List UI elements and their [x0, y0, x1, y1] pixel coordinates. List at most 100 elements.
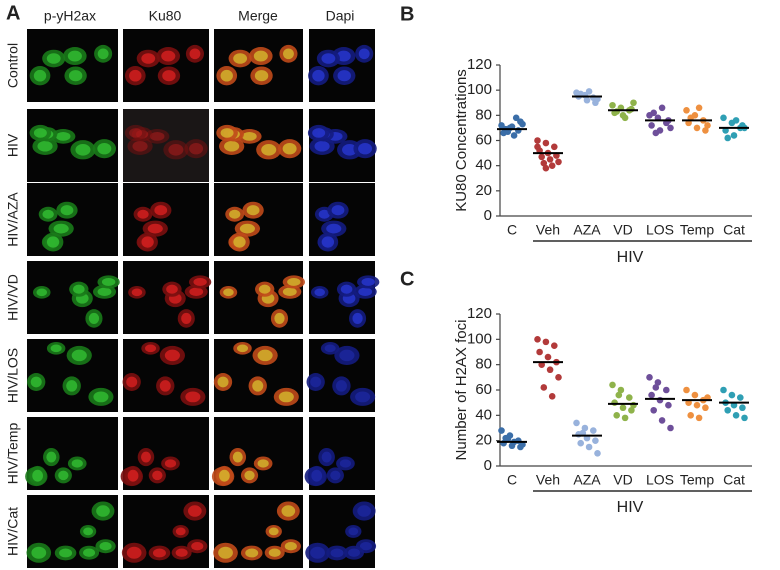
nucleus [336, 456, 355, 471]
nucleus-core [357, 505, 371, 517]
data-point [724, 406, 731, 414]
nucleus-core [181, 312, 192, 325]
nucleus-core [220, 128, 234, 138]
nucleus-core [59, 548, 73, 558]
nucleus-core [152, 470, 163, 481]
data-point [585, 88, 593, 95]
micrograph [308, 29, 375, 102]
micrograph [26, 495, 118, 568]
nucleus-core [50, 344, 62, 353]
nucleus-core [352, 312, 363, 325]
nucleus [345, 524, 362, 538]
micrograph [27, 339, 118, 412]
column-header: Merge [238, 8, 278, 24]
y-tick-label: 0 [484, 457, 492, 474]
nucleus-core [75, 144, 91, 156]
nucleus-core [252, 380, 264, 392]
group-label: HIV [617, 499, 644, 516]
y-tick-label: 80 [475, 356, 492, 373]
nucleus-core [126, 376, 138, 388]
data-point [534, 336, 541, 343]
nucleus [332, 376, 351, 396]
nucleus-core [164, 459, 177, 468]
nucleus-core [331, 205, 345, 216]
nucleus-core [31, 546, 47, 559]
nucleus-core [53, 223, 69, 234]
nucleus-core [223, 288, 234, 297]
nucleus-core [283, 48, 294, 60]
nucleus-core [166, 284, 178, 294]
nucleus-core [219, 469, 230, 482]
nucleus-core [218, 546, 233, 559]
nucleus-core [141, 451, 151, 463]
y-tick-label: 60 [475, 381, 492, 398]
row-label: HIV/VD [5, 274, 21, 321]
nucleus-core [55, 131, 71, 141]
nucleus-core [33, 69, 47, 82]
nucleus-core [330, 470, 341, 481]
x-tick-label: Veh [536, 222, 560, 238]
nucleus-core [71, 349, 87, 362]
data-point [667, 124, 674, 132]
data-point [737, 394, 744, 401]
data-point [730, 132, 738, 139]
data-point [621, 414, 629, 422]
nucleus-core [361, 278, 375, 286]
data-point [702, 404, 709, 412]
nucleus-core [127, 469, 139, 482]
data-point [619, 404, 627, 412]
data-point [741, 414, 748, 422]
nucleus-core [96, 505, 110, 517]
nucleus-core [258, 284, 271, 294]
y-axis-label: Number of H2AX foci [453, 320, 470, 461]
nucleus-core [189, 48, 201, 60]
nucleus-core [168, 144, 184, 156]
y-tick-label: 100 [467, 81, 492, 98]
x-tick-label: C [507, 222, 517, 238]
nucleus [184, 139, 208, 159]
data-point [592, 437, 599, 444]
data-point [617, 386, 625, 394]
data-point [658, 417, 666, 424]
nucleus-core [46, 53, 61, 64]
column-header: Ku80 [149, 8, 182, 24]
data-point [512, 114, 520, 122]
image-background [27, 183, 118, 256]
nucleus-core [46, 236, 60, 248]
image-background [309, 29, 375, 102]
nucleus-core [137, 209, 149, 219]
micrograph [309, 261, 380, 334]
x-tick-label: LOS [646, 222, 674, 238]
nucleus-core [336, 50, 351, 62]
data-point [542, 164, 550, 172]
nucleus-core [233, 53, 248, 64]
data-point [646, 374, 653, 381]
image-background [214, 29, 303, 102]
data-point [510, 132, 518, 139]
nucleus-core [67, 50, 82, 62]
data-point [542, 139, 550, 147]
micrograph [307, 109, 377, 182]
data-point [652, 129, 660, 137]
nucleus [334, 345, 360, 365]
x-tick-label: C [507, 472, 517, 488]
micrograph [27, 261, 120, 334]
micrograph [122, 339, 209, 412]
nucleus-core [314, 140, 330, 152]
nucleus-core [359, 542, 373, 551]
panel-label: C [400, 268, 414, 290]
nucleus-core [175, 527, 186, 536]
nucleus-core [152, 548, 166, 558]
nucleus-core [330, 548, 344, 558]
y-tick-label: 120 [467, 305, 492, 322]
data-point [650, 406, 657, 414]
nucleus-core [159, 380, 171, 392]
nucleus-core [244, 470, 255, 481]
data-point [615, 391, 623, 399]
nucleus-core [348, 548, 361, 557]
micrograph [123, 29, 209, 102]
y-tick-label: 40 [475, 157, 492, 174]
data-point [609, 381, 616, 389]
nucleus-core [358, 48, 370, 60]
